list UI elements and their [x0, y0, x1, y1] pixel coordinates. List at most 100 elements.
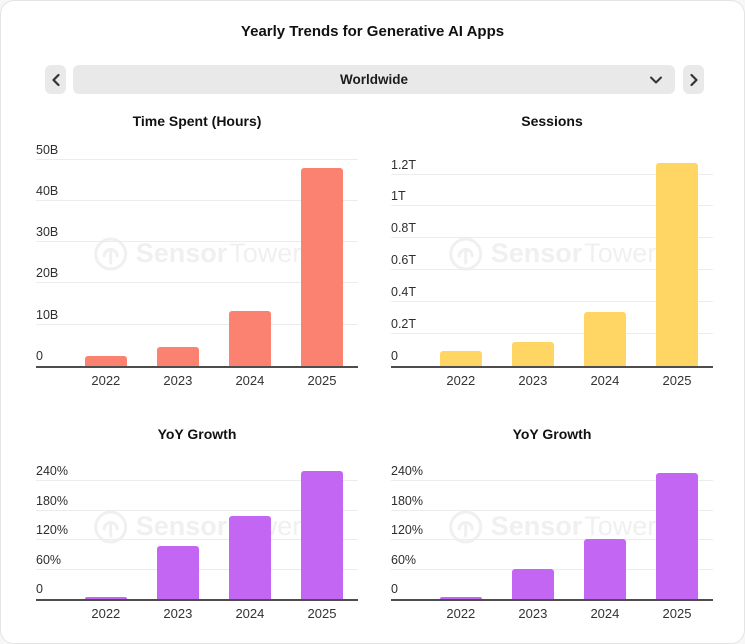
x-axis-label: 2022 [91, 373, 121, 388]
bar-slot [641, 141, 713, 366]
chart-title: Time Spent (Hours) [132, 113, 262, 129]
gridline [391, 237, 713, 239]
y-tick-label: 0 [391, 582, 398, 596]
bars-group [70, 141, 358, 366]
bar-2022[interactable] [439, 350, 482, 366]
x-axis-label: 2024 [590, 606, 620, 621]
bar-2024[interactable] [583, 539, 626, 599]
bar-slot [425, 141, 497, 366]
y-tick-label: 0.2T [391, 317, 417, 332]
bar-chart: Time Spent (Hours) SensorTower 0 10B 20B 30… [36, 113, 358, 389]
next-region-button[interactable] [683, 65, 704, 94]
x-axis-label: 2024 [235, 373, 265, 388]
bar-2023[interactable] [511, 342, 554, 366]
chart-plot-area: SensorTower 0 10B 20B 30B 40B 50B [36, 141, 358, 368]
bar-2025[interactable] [655, 163, 698, 366]
gridline [391, 539, 713, 541]
chart-plot-area: SensorTower 060%120%180%240% [36, 454, 358, 601]
chevron-left-icon [51, 73, 61, 87]
y-tick-label: 1.2T [391, 157, 417, 172]
bar-slot [214, 454, 286, 599]
bars-group [425, 454, 713, 599]
bar-2025[interactable] [300, 167, 343, 366]
chart-time-spent: Time Spent (Hours) SensorTower 0 10B 20B 30… [36, 94, 358, 389]
y-tick-label: 0.8T [391, 221, 417, 236]
chart-yoy-growth-right: YoY Growth SensorTower 0 60% 120% 180% 240% … [391, 389, 713, 622]
bar-slot [142, 141, 214, 366]
gridline [391, 269, 713, 271]
bar-2024[interactable] [583, 311, 626, 366]
y-tick-label: 10B [36, 307, 59, 322]
y-tick-label: 240% [36, 464, 68, 479]
gridline [391, 333, 713, 335]
chart-title: Sessions [521, 113, 583, 129]
bar-2024[interactable] [228, 310, 271, 366]
region-selector-row: Worldwide [45, 65, 704, 94]
bar-2022[interactable] [84, 356, 127, 366]
y-tick-label: 50B [36, 142, 59, 157]
bar-slot [497, 454, 569, 599]
y-tick-label: 1T [391, 189, 406, 204]
x-axis-labels: 2022 2023 2024 2025 [425, 373, 713, 389]
chart-plot-area: SensorTower 0 0.2T 0.4T 0.6T 0.8T 1T 1.2T [391, 141, 713, 368]
gridline [391, 480, 713, 482]
region-dropdown-value: Worldwide [339, 72, 408, 87]
x-axis-label: 2023 [163, 606, 193, 621]
bar-slot [214, 141, 286, 366]
bar-2025[interactable] [300, 471, 343, 599]
gridline [36, 539, 358, 541]
y-tick-label: 60% [391, 552, 417, 567]
chevron-right-icon [689, 73, 699, 87]
gridline [391, 205, 713, 207]
bar-slot [70, 454, 142, 599]
gridline [36, 199, 358, 201]
region-dropdown[interactable]: Worldwide [73, 65, 675, 94]
x-axis-label: 2022 [91, 606, 121, 621]
bar-slot [286, 141, 358, 366]
x-axis-label: 2024 [235, 606, 265, 621]
y-tick-label: 180% [36, 493, 68, 508]
y-tick-label: 0 [391, 349, 398, 363]
gridline [391, 301, 713, 303]
x-axis-labels: 2022 2023 2024 2025 [70, 606, 358, 622]
bar-2025[interactable] [655, 473, 698, 599]
x-axis-labels: 2022 2023 2024 2025 [425, 606, 713, 622]
bar-slot [569, 454, 641, 599]
bar-2023[interactable] [511, 568, 554, 599]
charts-row-bottom: YoY Growth SensorTower 060%120%180%240% … [1, 389, 744, 622]
bar-slot [641, 454, 713, 599]
bar-2022[interactable] [439, 597, 482, 599]
bar-chart: Sessions SensorTower 0 0.2T 0.4T 0.6T 0.8T 1T… [391, 113, 713, 389]
x-axis-label: 2023 [518, 606, 548, 621]
x-axis-label: 2022 [446, 373, 476, 388]
bar-slot [497, 141, 569, 366]
bar-slot [286, 454, 358, 599]
gridline [36, 323, 358, 325]
gridline [36, 158, 358, 160]
bars-group [425, 141, 713, 366]
bar-2023[interactable] [156, 545, 199, 599]
y-tick-label: 120% [36, 523, 68, 538]
x-axis-label: 2023 [163, 373, 193, 388]
x-axis-label: 2025 [662, 373, 692, 388]
y-tick-label: 30B [36, 225, 59, 240]
charts-row-top: Time Spent (Hours) SensorTower 0 10B 20B 30… [1, 94, 744, 389]
chart-title: YoY Growth [157, 426, 237, 442]
gridline [36, 509, 358, 511]
y-tick-label: 0.4T [391, 285, 417, 300]
bar-2023[interactable] [156, 347, 199, 366]
page-title: Yearly Trends for Generative AI Apps [240, 23, 505, 40]
bar-2024[interactable] [228, 516, 271, 599]
y-tick-label: 180% [391, 493, 423, 508]
prev-region-button[interactable] [45, 65, 66, 94]
bar-2022[interactable] [84, 597, 127, 599]
gridline [36, 282, 358, 284]
y-tick-label: 120% [391, 523, 423, 538]
x-axis-label: 2025 [662, 606, 692, 621]
gridline [391, 173, 713, 175]
x-axis-label: 2024 [590, 373, 620, 388]
x-axis-label: 2022 [446, 606, 476, 621]
